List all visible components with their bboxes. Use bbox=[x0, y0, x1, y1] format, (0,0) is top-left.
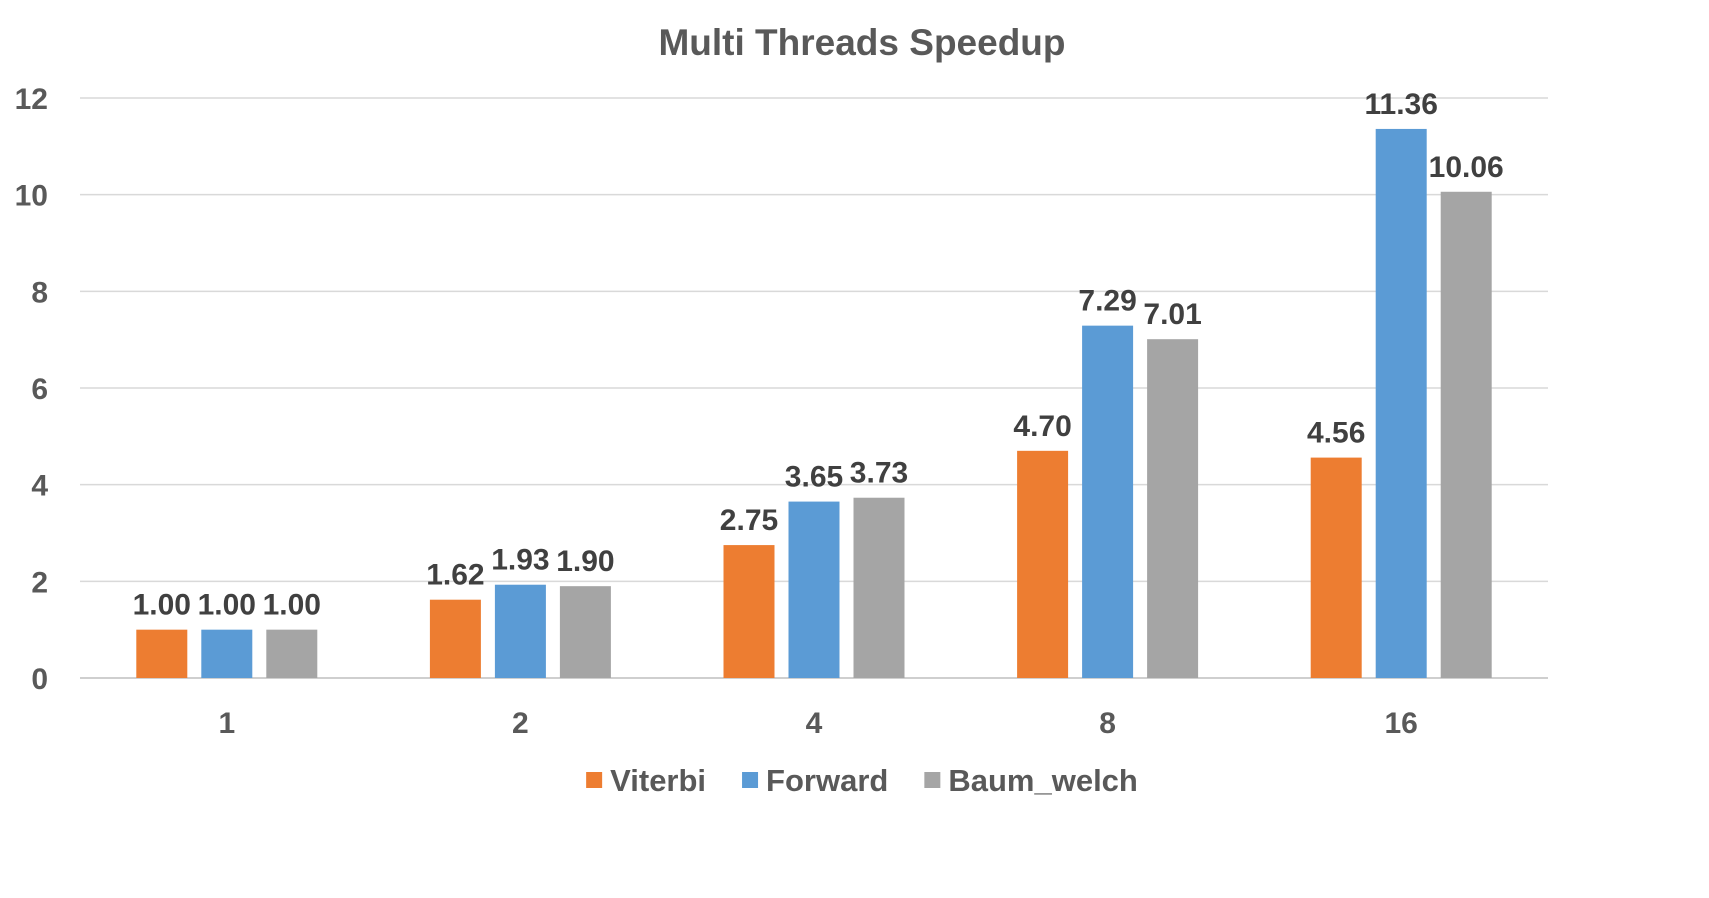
bar-baum_welch-2 bbox=[559, 586, 611, 678]
data-label-viterbi-4: 2.75 bbox=[720, 504, 778, 537]
data-label-viterbi-1: 1.00 bbox=[133, 589, 191, 622]
grid-lines bbox=[80, 97, 1548, 679]
bar-baum_welch-1 bbox=[266, 629, 318, 678]
data-label-viterbi-2: 1.62 bbox=[426, 559, 484, 592]
y-tick-label: 12 bbox=[15, 83, 48, 116]
data-label-viterbi-16: 4.56 bbox=[1307, 417, 1365, 450]
data-label-baum_welch-8: 7.01 bbox=[1143, 298, 1201, 331]
x-tick-label: 4 bbox=[806, 707, 823, 740]
legend: Viterbi Forward Baum_welch bbox=[586, 763, 1138, 798]
data-label-forward-16: 11.36 bbox=[1364, 88, 1437, 121]
bar-forward-16 bbox=[1375, 128, 1427, 678]
bar-viterbi-2 bbox=[429, 599, 481, 678]
bars bbox=[136, 128, 1492, 678]
chart-title: Multi Threads Speedup bbox=[658, 22, 1065, 63]
x-tick-label: 2 bbox=[512, 707, 529, 740]
data-label-forward-4: 3.65 bbox=[785, 461, 843, 494]
x-axis-ticks: 1 2 4 8 16 bbox=[218, 707, 1417, 740]
y-tick-label: 0 bbox=[31, 663, 48, 696]
x-tick-label: 16 bbox=[1385, 707, 1418, 740]
legend-swatch-forward bbox=[742, 772, 759, 788]
y-axis-ticks: 0 2 4 6 8 10 12 bbox=[15, 83, 49, 696]
bar-viterbi-4 bbox=[723, 545, 775, 678]
y-tick-label: 4 bbox=[31, 470, 48, 503]
data-label-baum_welch-16: 10.06 bbox=[1429, 151, 1504, 184]
data-label-forward-2: 1.93 bbox=[491, 544, 549, 577]
bar-forward-8 bbox=[1082, 325, 1134, 678]
data-label-forward-8: 7.29 bbox=[1078, 285, 1136, 318]
data-label-viterbi-8: 4.70 bbox=[1013, 410, 1071, 443]
bar-viterbi-1 bbox=[136, 629, 188, 678]
legend-label-forward: Forward bbox=[766, 763, 888, 798]
data-label-baum_welch-1: 1.00 bbox=[263, 589, 321, 622]
bar-forward-2 bbox=[494, 584, 546, 678]
y-tick-label: 8 bbox=[31, 276, 48, 309]
data-label-baum_welch-4: 3.73 bbox=[850, 457, 908, 490]
data-label-forward-1: 1.00 bbox=[198, 589, 256, 622]
data-label-baum_welch-2: 1.90 bbox=[556, 545, 614, 578]
bar-baum_welch-8 bbox=[1147, 339, 1199, 678]
y-tick-label: 10 bbox=[15, 180, 48, 213]
bar-baum_welch-16 bbox=[1440, 191, 1492, 678]
y-tick-label: 2 bbox=[31, 566, 48, 599]
bar-viterbi-16 bbox=[1310, 457, 1362, 678]
data-labels: 1.00 1.00 1.001.62 1.93 1.902.753.65 3.734.70… bbox=[133, 88, 1504, 622]
legend-swatch-baum_welch bbox=[924, 772, 941, 788]
legend-swatch-viterbi bbox=[586, 772, 603, 788]
y-tick-label: 6 bbox=[31, 373, 48, 406]
legend-label-baum_welch: Baum_welch bbox=[948, 763, 1138, 798]
legend-label-viterbi: Viterbi bbox=[610, 763, 706, 798]
bar-viterbi-8 bbox=[1017, 450, 1069, 678]
x-tick-label: 8 bbox=[1099, 707, 1116, 740]
bar-baum_welch-4 bbox=[853, 497, 905, 678]
bar-forward-4 bbox=[788, 501, 840, 678]
x-tick-label: 1 bbox=[218, 707, 235, 740]
bar-forward-1 bbox=[201, 629, 253, 678]
